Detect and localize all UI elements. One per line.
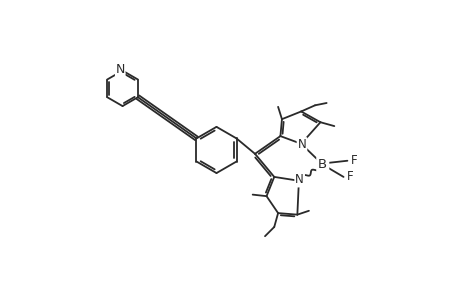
Text: N: N: [115, 63, 125, 76]
Text: F: F: [346, 170, 353, 183]
Text: F: F: [350, 154, 356, 167]
Text: B: B: [318, 158, 327, 171]
Text: N: N: [295, 173, 303, 187]
Text: N: N: [297, 138, 306, 151]
